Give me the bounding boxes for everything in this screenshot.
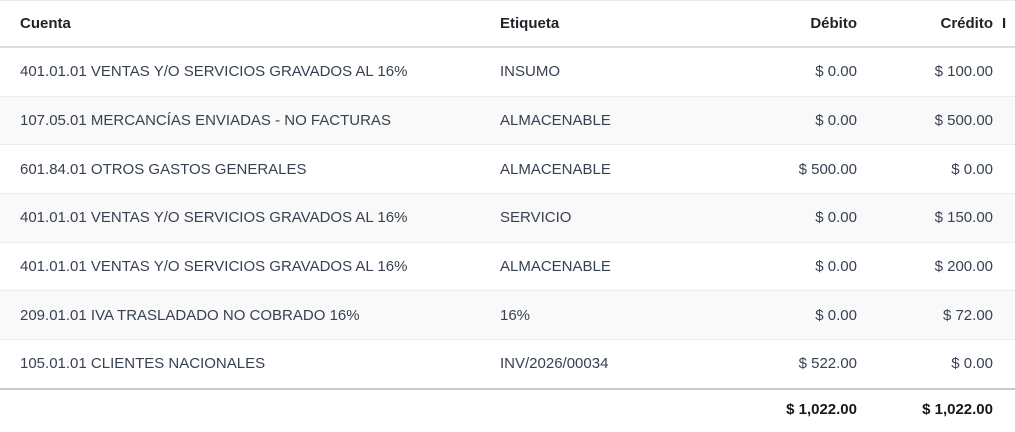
cell-extra [993,290,1015,341]
cell-extra [993,144,1015,195]
totals-empty-cuenta [0,387,500,430]
header-row: Cuenta Etiqueta Débito Crédito I [0,0,1015,48]
column-header-cuenta[interactable]: Cuenta [0,0,500,48]
cell-credito[interactable]: $ 100.00 [857,47,993,97]
totals-empty-extra [993,387,1015,430]
cell-etiqueta[interactable]: ALMACENABLE [500,242,700,292]
cell-debito[interactable]: $ 0.00 [700,242,857,292]
cell-cuenta[interactable]: 401.01.01 VENTAS Y/O SERVICIOS GRAVADOS … [0,47,500,97]
cell-debito[interactable]: $ 0.00 [700,290,857,341]
cell-debito[interactable]: $ 0.00 [700,96,857,146]
table-row[interactable]: 107.05.01 MERCANCÍAS ENVIADAS - NO FACTU… [0,96,1015,146]
table-row[interactable]: 105.01.01 CLIENTES NACIONALES INV/2026/0… [0,339,1015,390]
cell-extra [993,339,1015,390]
cell-etiqueta[interactable]: INV/2026/00034 [500,339,700,390]
column-header-debito[interactable]: Débito [700,0,857,48]
cell-credito[interactable]: $ 150.00 [857,193,993,243]
cell-credito[interactable]: $ 500.00 [857,96,993,146]
table-footer: $ 1,022.00 $ 1,022.00 [0,387,1015,430]
table-row[interactable]: 601.84.01 OTROS GASTOS GENERALES ALMACEN… [0,144,1015,195]
cell-etiqueta[interactable]: ALMACENABLE [500,96,700,146]
cell-etiqueta[interactable]: SERVICIO [500,193,700,243]
table-row[interactable]: 401.01.01 VENTAS Y/O SERVICIOS GRAVADOS … [0,242,1015,292]
cell-debito[interactable]: $ 500.00 [700,144,857,195]
cell-credito[interactable]: $ 0.00 [857,339,993,390]
column-header-etiqueta[interactable]: Etiqueta [500,0,700,48]
cell-credito[interactable]: $ 200.00 [857,242,993,292]
cell-etiqueta[interactable]: ALMACENABLE [500,144,700,195]
cell-credito[interactable]: $ 0.00 [857,144,993,195]
table-row[interactable]: 209.01.01 IVA TRASLADADO NO COBRADO 16% … [0,290,1015,341]
cell-cuenta[interactable]: 401.01.01 VENTAS Y/O SERVICIOS GRAVADOS … [0,193,500,243]
cell-credito[interactable]: $ 72.00 [857,290,993,341]
cell-extra [993,96,1015,146]
cell-cuenta[interactable]: 107.05.01 MERCANCÍAS ENVIADAS - NO FACTU… [0,96,500,146]
cell-extra [993,242,1015,292]
table-body: 401.01.01 VENTAS Y/O SERVICIOS GRAVADOS … [0,47,1015,390]
table-row[interactable]: 401.01.01 VENTAS Y/O SERVICIOS GRAVADOS … [0,47,1015,97]
cell-cuenta[interactable]: 209.01.01 IVA TRASLADADO NO COBRADO 16% [0,290,500,341]
total-debito: $ 1,022.00 [700,387,857,430]
column-header-credito[interactable]: Crédito [857,0,993,48]
cell-cuenta[interactable]: 601.84.01 OTROS GASTOS GENERALES [0,144,500,195]
cell-extra [993,47,1015,97]
table-row[interactable]: 401.01.01 VENTAS Y/O SERVICIOS GRAVADOS … [0,193,1015,243]
table-header: Cuenta Etiqueta Débito Crédito I [0,0,1015,48]
cell-cuenta[interactable]: 401.01.01 VENTAS Y/O SERVICIOS GRAVADOS … [0,242,500,292]
column-header-extra-truncated[interactable]: I [993,0,1015,48]
cell-extra [993,193,1015,243]
totals-empty-etiqueta [500,387,700,430]
cell-etiqueta[interactable]: 16% [500,290,700,341]
totals-row: $ 1,022.00 $ 1,022.00 [0,387,1015,430]
cell-debito[interactable]: $ 0.00 [700,47,857,97]
total-credito: $ 1,022.00 [857,387,993,430]
cell-etiqueta[interactable]: INSUMO [500,47,700,97]
cell-debito[interactable]: $ 0.00 [700,193,857,243]
cell-cuenta[interactable]: 105.01.01 CLIENTES NACIONALES [0,339,500,390]
cell-debito[interactable]: $ 522.00 [700,339,857,390]
